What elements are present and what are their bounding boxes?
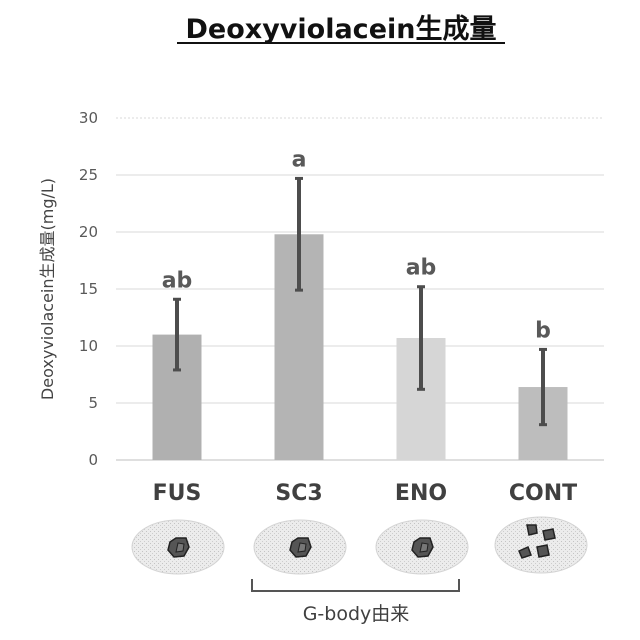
cell-icons <box>131 516 588 575</box>
y-tick-label: 15 <box>79 280 98 298</box>
category-label-fus: FUS <box>153 481 202 506</box>
y-tick-label: 30 <box>79 109 98 127</box>
significance-labels: ab a ab b <box>162 147 551 343</box>
error-bar-eno <box>417 285 425 391</box>
y-tick-label: 5 <box>88 394 98 412</box>
category-labels: FUS SC3 ENO CONT <box>153 481 578 506</box>
y-tick-label: 20 <box>79 223 98 241</box>
single-granule-cell-icon <box>253 519 347 575</box>
error-bars <box>173 176 547 427</box>
significance-label-sc3: a <box>292 147 307 172</box>
y-tick-label: 25 <box>79 166 98 184</box>
bars <box>152 234 568 460</box>
g-body-bracket <box>251 579 460 592</box>
error-bar-fus <box>173 297 181 372</box>
scattered-granules-cell-icon <box>494 516 588 574</box>
y-tick-label: 0 <box>88 451 98 469</box>
significance-label-cont: b <box>535 318 551 343</box>
significance-label-fus: ab <box>162 268 193 293</box>
g-body-bracket-label: G-body由来 <box>303 603 410 625</box>
y-axis-label: Deoxyviolacein生成量(mg/L) <box>38 178 57 400</box>
significance-label-eno: ab <box>406 256 437 281</box>
error-bar-sc3 <box>295 176 303 292</box>
chart-title: Deoxyviolacein生成量 <box>186 14 497 45</box>
category-label-sc3: SC3 <box>275 481 322 506</box>
y-tick-label: 10 <box>79 337 98 355</box>
single-granule-cell-icon <box>131 519 225 575</box>
single-granule-cell-icon <box>375 519 469 575</box>
error-bar-cont <box>539 347 547 427</box>
category-label-cont: CONT <box>509 481 577 506</box>
category-label-eno: ENO <box>395 481 447 506</box>
y-axis-ticks: 0 5 10 15 20 25 30 <box>79 109 98 469</box>
